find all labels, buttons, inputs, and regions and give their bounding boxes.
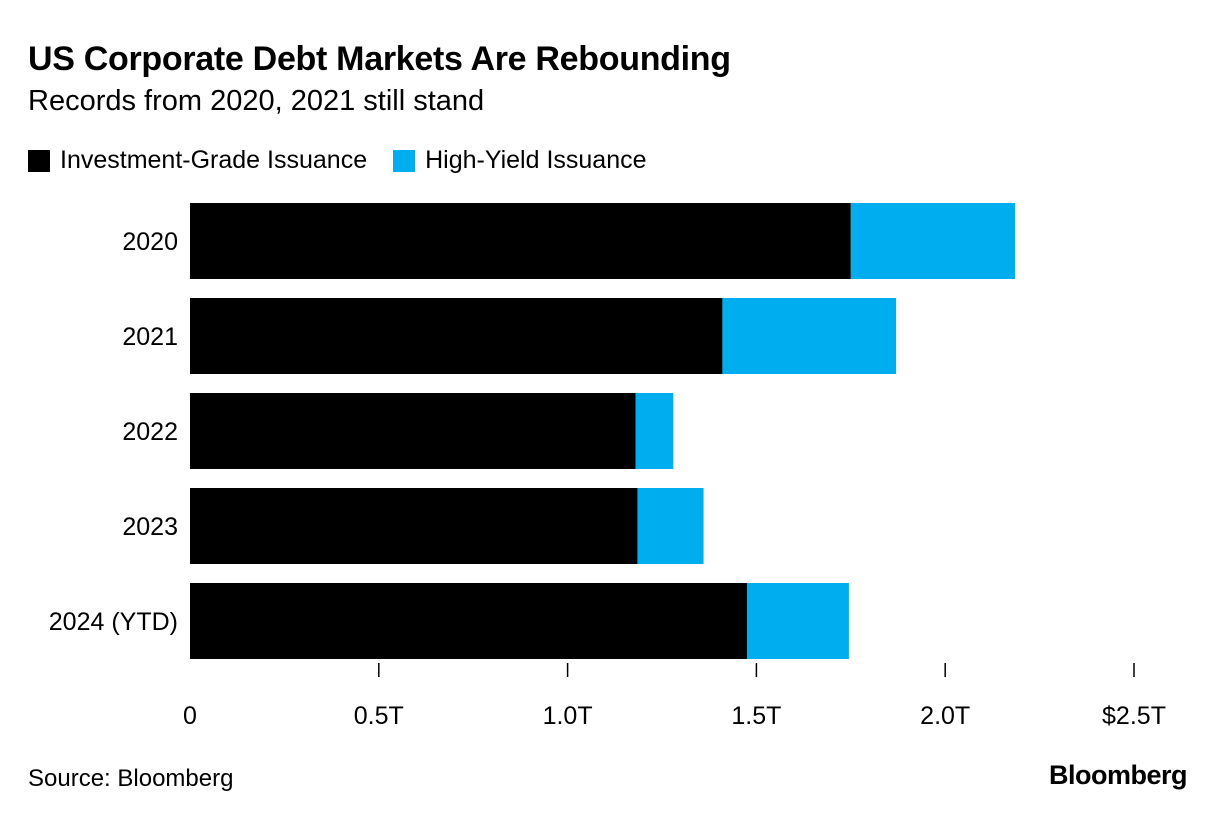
bar-high-yield-3 [637, 488, 704, 564]
category-label-4: 2024 (YTD) [49, 608, 178, 636]
bar-high-yield-0 [850, 203, 1016, 279]
tick-label-1: 0.5T [354, 702, 404, 730]
legend-item-investment-grade: Investment-Grade Issuance [28, 146, 367, 175]
chart-title: US Corporate Debt Markets Are Rebounding [28, 40, 731, 78]
tick-label-5: $2.5T [1102, 702, 1166, 730]
bloomberg-logo: Bloomberg [1048, 760, 1188, 790]
bar-investment-grade-3 [190, 488, 638, 564]
bar-investment-grade-0 [190, 203, 851, 279]
legend: Investment-Grade Issuance High-Yield Iss… [28, 146, 673, 175]
legend-label-investment-grade: Investment-Grade Issuance [60, 146, 368, 174]
bar-high-yield-2 [635, 393, 674, 469]
category-label-0: 2020 [122, 228, 178, 256]
category-label-2: 2022 [122, 418, 178, 446]
tick-label-3: 1.5T [731, 702, 781, 730]
tick-label-2: 1.0T [543, 702, 593, 730]
legend-label-high-yield: High-Yield Issuance [425, 146, 647, 174]
tick-label-0: 0 [183, 702, 197, 730]
bar-investment-grade-4 [190, 583, 747, 659]
source-note: Source: Bloomberg [28, 765, 234, 792]
legend-swatch-high-yield [393, 149, 416, 172]
legend-swatch-investment-grade [28, 149, 50, 172]
chart-subtitle: Records from 2020, 2021 still stand [28, 85, 485, 117]
bar-investment-grade-1 [190, 298, 723, 374]
bar-high-yield-4 [746, 583, 849, 659]
category-label-3: 2023 [122, 513, 178, 541]
bar-investment-grade-2 [190, 393, 636, 469]
tick-label-4: 2.0T [920, 702, 970, 730]
category-label-1: 2021 [122, 323, 178, 351]
bar-high-yield-1 [722, 298, 897, 374]
legend-item-high-yield: High-Yield Issuance [393, 146, 647, 175]
